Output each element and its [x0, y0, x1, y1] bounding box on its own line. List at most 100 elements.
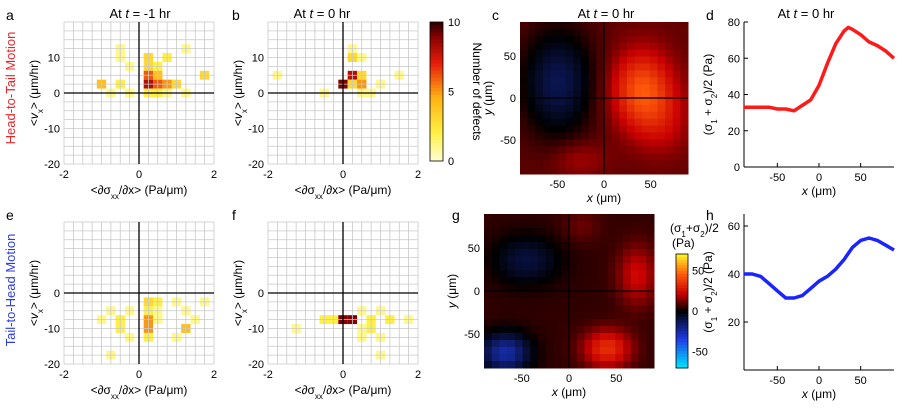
stress-cell	[642, 70, 651, 78]
colorbar-segment	[676, 285, 688, 289]
stress-cell	[514, 214, 524, 222]
stress-cell	[665, 77, 674, 85]
stress-cell	[611, 49, 620, 58]
stress-cell	[581, 77, 590, 85]
stress-cell	[520, 125, 529, 134]
stress-cell	[484, 214, 493, 222]
panel-title: At t = 0 hr	[778, 6, 835, 21]
panel-letter-h: h	[706, 207, 714, 223]
stress-cell	[592, 298, 601, 306]
stress-cell	[680, 56, 689, 64]
stress-cell	[626, 146, 636, 154]
stress-cell	[576, 340, 585, 348]
stress-cell	[514, 284, 524, 292]
stress-cell	[588, 111, 597, 120]
stress-cell	[522, 270, 531, 278]
stress-cell	[581, 118, 590, 127]
stress-cell	[538, 361, 547, 369]
stress-cell	[599, 340, 609, 348]
stress-cell	[649, 22, 658, 30]
colorbar-segment	[676, 271, 688, 275]
stress-cell	[649, 125, 658, 134]
stress-cell	[553, 312, 562, 320]
stress-cell	[484, 347, 493, 355]
stress-cell	[604, 35, 613, 44]
stress-cell	[542, 118, 552, 127]
y-tick-label: 0	[258, 288, 264, 300]
stress-cell	[592, 333, 601, 341]
stress-cell	[581, 146, 590, 154]
stress-cell	[576, 319, 585, 327]
stress-cell	[615, 221, 624, 229]
stress-cell	[581, 22, 590, 30]
stress-cell	[672, 125, 681, 134]
stress-cell	[499, 298, 508, 306]
stress-cell	[604, 146, 613, 154]
stress-cell	[527, 42, 536, 51]
stress-cell	[527, 84, 536, 92]
stress-cell	[665, 132, 674, 140]
stress-cell	[576, 333, 585, 341]
stress-cell	[569, 333, 578, 341]
stress-cell	[642, 111, 651, 120]
colorbar-segment	[430, 91, 443, 96]
stress-cell	[535, 22, 544, 30]
stress-cell	[573, 42, 582, 51]
stress-cell	[657, 42, 666, 51]
stress-cell	[565, 104, 574, 113]
colorbar-segment	[430, 98, 443, 103]
colorbar-segment	[430, 81, 443, 86]
stress-cell	[665, 42, 674, 51]
stress-cell	[599, 277, 609, 285]
colorbar-segment	[430, 49, 443, 54]
stress-cell	[592, 361, 601, 369]
stress-cell	[604, 22, 613, 30]
stress-cell	[604, 77, 613, 85]
stress-profile-line	[744, 236, 895, 300]
stress-cell	[538, 298, 547, 306]
stress-cell	[626, 84, 636, 92]
stress-cell	[569, 221, 578, 229]
stress-cell	[634, 28, 643, 37]
stress-cell	[615, 249, 624, 257]
stress-cell	[553, 305, 562, 313]
stress-cell	[588, 167, 597, 175]
x-tick-label: -50	[549, 179, 565, 191]
stress-cell	[514, 235, 524, 243]
stress-cell	[545, 235, 555, 243]
stress-cell	[550, 153, 559, 161]
stress-cell	[527, 70, 536, 78]
stress-cell	[615, 305, 624, 313]
stress-cell	[553, 354, 562, 362]
stress-cell	[553, 319, 562, 327]
colorbar-segment	[430, 67, 443, 72]
stress-cell	[665, 104, 674, 113]
colorbar-segment	[430, 56, 443, 61]
stress-cell	[657, 125, 666, 134]
stress-cell	[542, 77, 552, 85]
stress-cell	[615, 214, 624, 222]
stress-cell	[642, 104, 651, 113]
stress-cell	[642, 153, 651, 161]
stress-cell	[596, 84, 605, 92]
stress-cell	[576, 221, 585, 229]
stress-cell	[527, 111, 536, 120]
stress-cell	[657, 91, 666, 99]
stress-cell	[484, 361, 493, 369]
colorbar-segment	[430, 122, 443, 127]
stress-cell	[527, 118, 536, 127]
stress-cell	[642, 22, 651, 30]
stress-cell	[581, 160, 590, 168]
stress-cell	[550, 35, 559, 44]
colorbar-segment	[430, 60, 443, 65]
stress-cell	[538, 291, 547, 299]
stress-cell	[630, 242, 640, 250]
stress-cell	[672, 160, 681, 168]
stress-cell	[619, 22, 628, 30]
stress-cell	[638, 298, 647, 306]
stress-cell	[626, 118, 636, 127]
y-tick-label: -20	[44, 159, 60, 171]
stress-cell	[649, 98, 658, 106]
stress-cell	[657, 63, 666, 71]
colorbar-segment	[430, 157, 443, 162]
